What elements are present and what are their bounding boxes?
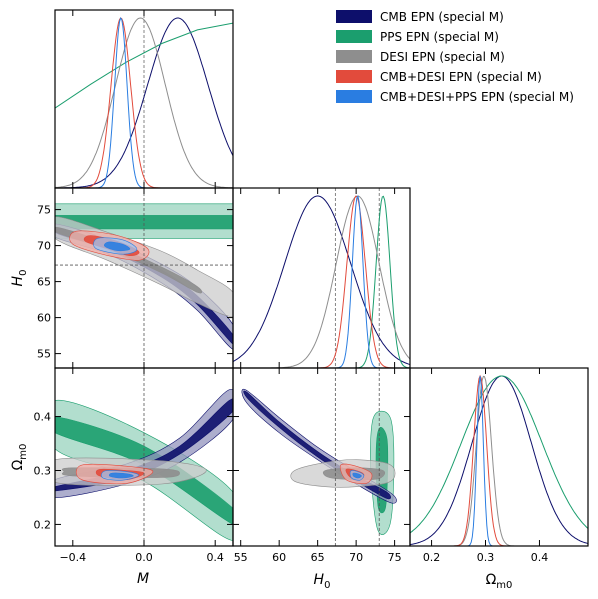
legend-swatch-pps bbox=[336, 30, 372, 43]
y-tick-label: 0.2 bbox=[34, 518, 52, 531]
y-tick-label: 0.3 bbox=[34, 464, 52, 477]
x-axis-label-H0-sub: 0 bbox=[324, 580, 330, 591]
contour-1sigma-cmb bbox=[243, 390, 392, 500]
panel-1d-h0-frame bbox=[232, 187, 411, 369]
x-tick-label: 55 bbox=[234, 551, 248, 564]
marginal-curve-cmb_desi bbox=[410, 374, 588, 546]
panel-2d-h0_om: 55 60 65 70 75 bbox=[232, 367, 411, 564]
y-axis-label-H0-sub: 0 bbox=[18, 270, 29, 276]
marginal-curve-pps bbox=[55, 22, 233, 109]
x-tick-label: 65 bbox=[311, 551, 325, 564]
contour-1sigma-pps bbox=[55, 416, 233, 525]
y-tick-label: 65 bbox=[37, 276, 51, 289]
panel-1d-h0 bbox=[232, 187, 411, 369]
legend-label-desi: DESI EPN (special M) bbox=[380, 50, 505, 64]
x-axis-label-M: M bbox=[137, 571, 149, 587]
panel-1d-omega_m0-content bbox=[410, 374, 588, 546]
contour-1sigma-all bbox=[104, 241, 131, 252]
y-tick-label: 70 bbox=[37, 240, 51, 253]
y-axis-label-Om: Ωm0 bbox=[10, 444, 29, 471]
marginal-curve-cmb bbox=[55, 17, 233, 188]
x-tick-label: 0.2 bbox=[423, 551, 441, 564]
x-tick-label: 0.4 bbox=[531, 551, 549, 564]
y-axis-label-Om-main: Ω bbox=[10, 459, 26, 470]
contour-1sigma-all bbox=[352, 472, 362, 479]
panel-2d-h0_om-frame bbox=[232, 367, 411, 547]
x-tick-label: 0.4 bbox=[206, 551, 224, 564]
contour-1sigma-pps bbox=[55, 215, 233, 230]
legend: CMB EPN (special M) PPS EPN (special M) DE… bbox=[336, 10, 574, 104]
x-tick-label: 75 bbox=[388, 551, 402, 564]
marginal-curve-desi bbox=[410, 375, 588, 546]
marginal-curve-cmb bbox=[233, 195, 410, 365]
marginal-curve-desi bbox=[55, 17, 233, 188]
marginal-curve-pps bbox=[410, 375, 588, 534]
panel-2d-m_h0-content bbox=[55, 188, 233, 368]
legend-label-cmb: CMB EPN (special M) bbox=[380, 10, 504, 24]
axis-labels: M H0 Ωm0 H0 Ωm0 bbox=[10, 270, 512, 591]
marginal-curve-desi bbox=[233, 195, 410, 368]
y-tick-label: 55 bbox=[37, 348, 51, 361]
legend-swatch-all bbox=[336, 90, 372, 103]
panel-2d-m_om: −0.4 0.0 0.4 0.2 0.3 0.4 bbox=[34, 367, 234, 564]
y-axis-label-H0-main: H bbox=[10, 275, 26, 286]
y-axis-label-H0: H0 bbox=[10, 270, 29, 287]
x-tick-label: 0.3 bbox=[477, 551, 495, 564]
panel-1d-omega_m0: 0.2 0.3 0.4 bbox=[409, 367, 589, 564]
y-axis-label-Om-sub: m0 bbox=[18, 444, 29, 460]
y-tick-label: 75 bbox=[37, 204, 51, 217]
marginal-curve-cmb bbox=[410, 375, 588, 546]
panels: 0.2 0.3 0.4 55 60 65 70 75 −0.4 0.0 0.4 0.2 0.3 0.4 55… bbox=[34, 9, 589, 564]
x-tick-label: 0.0 bbox=[135, 551, 153, 564]
marginal-curve-pps bbox=[233, 195, 410, 368]
x-axis-label-Om-main: Ω bbox=[486, 572, 497, 588]
x-axis-label-H0: H0 bbox=[314, 572, 331, 591]
contour-1sigma-all bbox=[108, 472, 134, 479]
legend-label-cmb_desi: CMB+DESI EPN (special M) bbox=[380, 70, 542, 84]
panel-1d-h0-content bbox=[233, 188, 410, 368]
panel-1d-m bbox=[54, 9, 234, 189]
x-tick-label: −0.4 bbox=[59, 551, 86, 564]
panel-1d-m-content bbox=[55, 10, 233, 188]
panel-2d-m_h0: 55 60 65 70 75 bbox=[37, 187, 234, 369]
legend-swatch-cmb bbox=[336, 10, 372, 23]
legend-swatch-cmb_desi bbox=[336, 70, 372, 83]
legend-label-all: CMB+DESI+PPS EPN (special M) bbox=[380, 90, 574, 104]
legend-swatch-desi bbox=[336, 50, 372, 63]
y-tick-label: 0.4 bbox=[34, 411, 52, 424]
legend-label-pps: PPS EPN (special M) bbox=[380, 30, 499, 44]
x-tick-label: 60 bbox=[272, 551, 286, 564]
x-axis-label-Om-sub: m0 bbox=[496, 580, 512, 591]
x-axis-label-H0-main: H bbox=[314, 572, 325, 588]
y-tick-label: 60 bbox=[37, 312, 51, 325]
x-tick-label: 70 bbox=[349, 551, 363, 564]
panel-2d-m_om-content bbox=[55, 368, 233, 546]
panel-2d-h0_om-content bbox=[241, 368, 397, 546]
x-axis-label-Om: Ωm0 bbox=[486, 572, 513, 591]
panel-1d-omega_m0-frame bbox=[409, 367, 589, 547]
